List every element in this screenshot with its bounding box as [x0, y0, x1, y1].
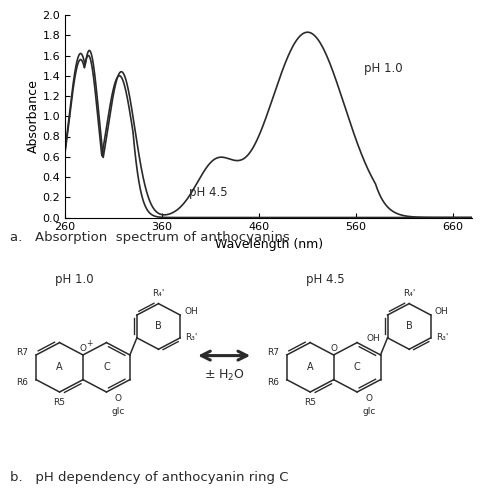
Text: B: B	[406, 322, 413, 332]
Text: R6: R6	[267, 378, 279, 386]
Text: pH 4.5: pH 4.5	[306, 273, 345, 286]
Text: R₄': R₄'	[403, 288, 415, 298]
Text: R6: R6	[16, 378, 28, 386]
Text: pH 1.0: pH 1.0	[55, 273, 94, 286]
Text: A: A	[56, 362, 63, 372]
Text: O: O	[80, 344, 86, 354]
Text: pH 4.5: pH 4.5	[189, 186, 228, 199]
Text: A: A	[307, 362, 313, 372]
Text: R₄': R₄'	[152, 288, 165, 298]
Text: R7: R7	[16, 348, 28, 357]
Text: O: O	[365, 394, 372, 402]
X-axis label: Wavelength (nm): Wavelength (nm)	[214, 238, 323, 251]
Text: OH: OH	[367, 334, 380, 343]
Text: R₃': R₃'	[436, 334, 448, 342]
Text: O: O	[115, 394, 121, 402]
Text: +: +	[86, 338, 93, 347]
Y-axis label: Absorbance: Absorbance	[27, 80, 40, 153]
Text: $\pm$ H$_2$O: $\pm$ H$_2$O	[203, 368, 245, 383]
Text: glc: glc	[111, 407, 125, 416]
Text: R₃': R₃'	[186, 334, 198, 342]
Text: pH 1.0: pH 1.0	[364, 62, 402, 74]
Text: glc: glc	[362, 407, 375, 416]
Text: R7: R7	[267, 348, 279, 357]
Text: b.   pH dependency of anthocyanin ring C: b. pH dependency of anthocyanin ring C	[10, 471, 288, 484]
Text: C: C	[103, 362, 110, 372]
Text: a.   Absorption  spectrum of anthocyanins: a. Absorption spectrum of anthocyanins	[10, 231, 289, 244]
Text: R5: R5	[304, 398, 316, 407]
Text: O: O	[330, 344, 337, 354]
Text: OH: OH	[435, 306, 449, 316]
Text: C: C	[354, 362, 361, 372]
Text: OH: OH	[184, 306, 198, 316]
Text: B: B	[155, 322, 162, 332]
Text: R5: R5	[54, 398, 66, 407]
